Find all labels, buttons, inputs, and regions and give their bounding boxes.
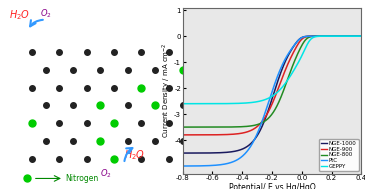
NGE-1000 xyxy=(225,151,229,153)
NGE-800 xyxy=(177,126,182,128)
NGE-900 xyxy=(225,133,229,136)
NGE-1000 xyxy=(286,54,291,56)
Text: $O_2$: $O_2$ xyxy=(40,7,52,19)
NGE-900 xyxy=(301,37,305,39)
NGE-1000 xyxy=(261,123,265,125)
GEPPY xyxy=(261,99,265,101)
NGE-800 xyxy=(316,35,321,37)
NGE-800 xyxy=(210,126,214,128)
PtC xyxy=(286,52,291,55)
PtC xyxy=(261,117,265,120)
GEPPY xyxy=(316,35,321,37)
NGE-800 xyxy=(286,76,291,78)
GEPPY xyxy=(362,35,365,37)
Text: Nitrogen: Nitrogen xyxy=(66,174,99,183)
Line: NGE-1000: NGE-1000 xyxy=(180,36,364,153)
NGE-900 xyxy=(177,134,182,136)
Line: NGE-900: NGE-900 xyxy=(180,36,364,135)
Line: GEPPY: GEPPY xyxy=(180,36,364,104)
NGE-1000 xyxy=(362,35,365,37)
NGE-800 xyxy=(225,126,229,128)
GEPPY xyxy=(177,103,182,105)
NGE-1000 xyxy=(316,35,321,37)
Line: PtC: PtC xyxy=(180,36,364,166)
NGE-900 xyxy=(261,119,265,121)
X-axis label: Potential/ E vs Hg/HgO: Potential/ E vs Hg/HgO xyxy=(228,183,315,189)
Legend: NGE-1000, NGE-900, NGE-800, PtC, GEPPY: NGE-1000, NGE-900, NGE-800, PtC, GEPPY xyxy=(319,139,358,171)
Line: NGE-800: NGE-800 xyxy=(180,36,364,127)
PtC xyxy=(210,164,214,167)
PtC xyxy=(177,165,182,167)
NGE-800 xyxy=(301,42,305,45)
PtC xyxy=(301,36,305,38)
NGE-900 xyxy=(362,35,365,37)
Text: $O_2$: $O_2$ xyxy=(100,168,112,180)
PtC xyxy=(362,35,365,37)
NGE-900 xyxy=(286,62,291,64)
PtC xyxy=(316,35,321,37)
NGE-1000 xyxy=(301,36,305,38)
NGE-900 xyxy=(316,35,321,37)
GEPPY xyxy=(225,102,229,105)
GEPPY xyxy=(286,78,291,80)
NGE-1000 xyxy=(210,152,214,154)
PtC xyxy=(225,163,229,165)
GEPPY xyxy=(301,52,305,55)
Y-axis label: Current Density / mA cm$^{-2}$: Current Density / mA cm$^{-2}$ xyxy=(161,43,173,139)
NGE-900 xyxy=(210,134,214,136)
NGE-800 xyxy=(261,121,265,123)
GEPPY xyxy=(210,103,214,105)
Text: $H_2O$: $H_2O$ xyxy=(124,148,145,162)
Text: $H_2O$: $H_2O$ xyxy=(9,8,30,22)
NGE-800 xyxy=(362,35,365,37)
NGE-1000 xyxy=(177,152,182,154)
